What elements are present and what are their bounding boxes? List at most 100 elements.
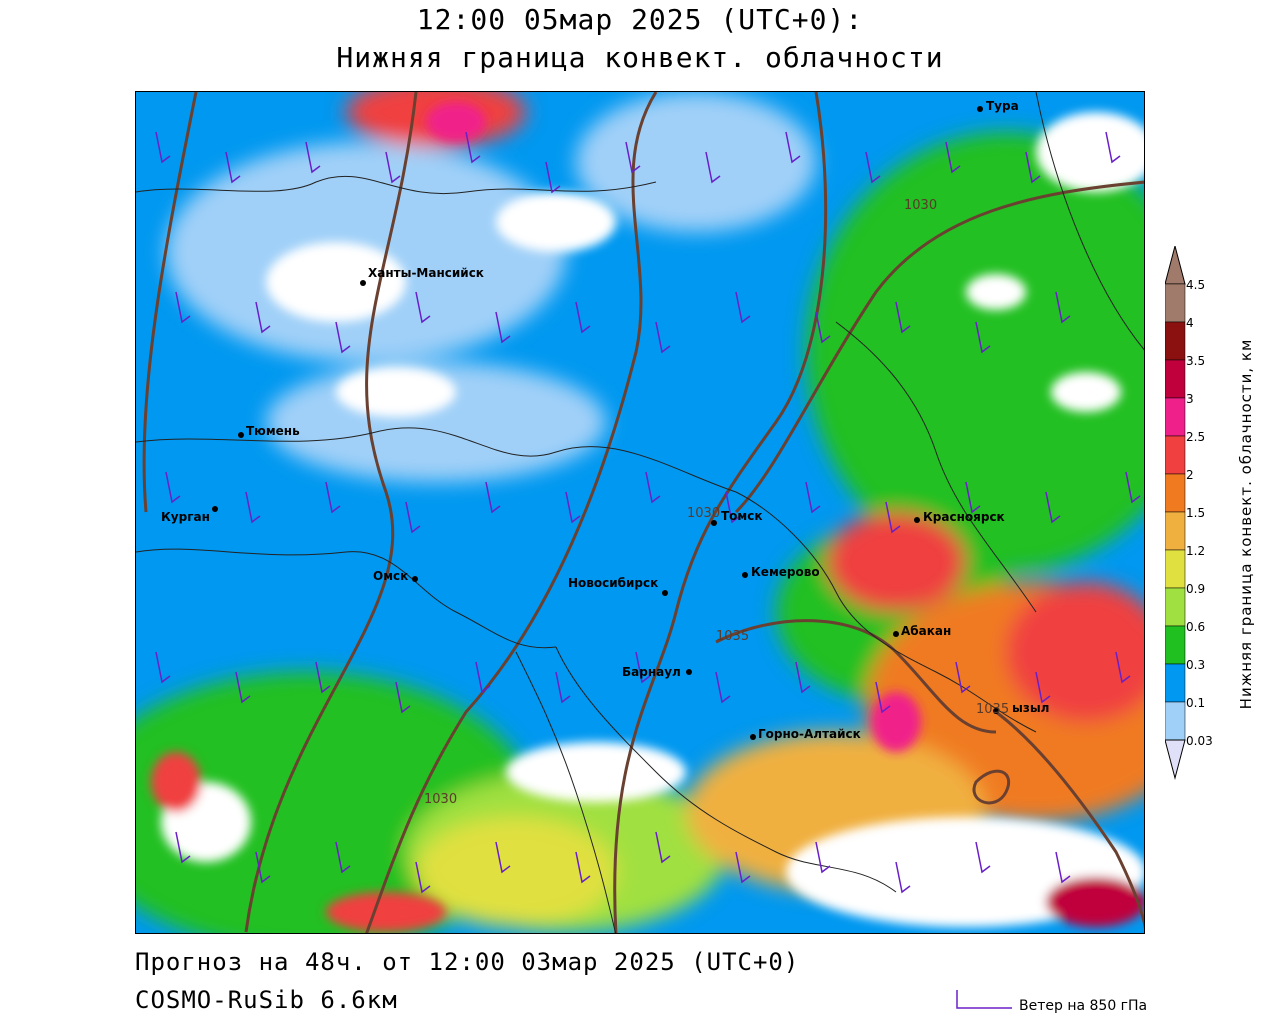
wind-barb — [1105, 131, 1121, 164]
wind-barb — [565, 491, 581, 524]
wind-legend: Ветер на 850 гПа — [952, 990, 1252, 1020]
wind-barb — [165, 471, 181, 504]
city-dot-tyumen — [238, 432, 244, 438]
colorbar-swatch — [1165, 625, 1186, 665]
wind-barb — [575, 301, 591, 334]
field-light-blue-n — [576, 92, 816, 232]
colorbar-bottom-arrow — [1165, 739, 1186, 780]
wind-barb — [1055, 291, 1071, 324]
spot-darkred-se — [1046, 877, 1144, 927]
isobar-line — [244, 92, 418, 933]
wind-barb — [245, 491, 261, 524]
spot-red-sw — [151, 752, 201, 812]
region-border — [555, 646, 897, 893]
colorbar-label: 4.5 — [1186, 278, 1206, 292]
colorbar-swatch — [1165, 587, 1186, 627]
wind-barb — [815, 311, 831, 344]
wind-barb — [255, 851, 271, 884]
wind-barb — [785, 131, 801, 164]
wind-barb — [575, 851, 591, 884]
wind-barb — [405, 501, 421, 534]
wind-barb — [975, 321, 991, 354]
colorbar — [1165, 246, 1195, 782]
wind-barb — [875, 681, 891, 714]
wind-barb — [975, 841, 991, 874]
wind-barb — [495, 841, 511, 874]
city-label-krasnoyarsk: Красноярск — [923, 510, 1005, 524]
wind-barb — [955, 661, 971, 694]
city-dot-gorno-altaysk — [750, 734, 756, 740]
wind-barb — [475, 661, 491, 694]
wind-barb — [865, 151, 881, 184]
colorbar-label: 0.3 — [1186, 658, 1206, 672]
city-label-kurgan: Курган — [161, 510, 210, 524]
wind-barb — [395, 681, 411, 714]
city-dot-omsk — [412, 576, 418, 582]
city-label-omsk: Омск — [373, 569, 409, 583]
region-border — [136, 175, 657, 195]
colorbar-top-arrow — [1165, 246, 1186, 285]
isobar-label: 1030 — [904, 198, 938, 213]
city-label-khanty-mansiysk: Ханты-Мансийск — [368, 266, 484, 280]
wind-barb — [555, 671, 571, 704]
city-dot-kemerovo — [742, 572, 748, 578]
wind-barb — [155, 131, 171, 164]
colorbar-label: 3 — [1186, 392, 1194, 406]
field-red-se — [1006, 582, 1144, 722]
wind-barb — [1055, 851, 1071, 884]
model-info: COSMO-RuSib 6.6км — [135, 986, 398, 1014]
isobar-line — [142, 92, 198, 513]
wind-barb-icon — [956, 990, 1012, 1009]
colorbar-label: 0.03 — [1186, 734, 1213, 748]
wind-barb — [795, 661, 811, 694]
isobar-line — [995, 710, 1144, 930]
wind-barb — [1045, 491, 1061, 524]
clear-1 — [266, 242, 406, 322]
colorbar-label: 4 — [1186, 316, 1194, 330]
region-borders — [136, 92, 1144, 933]
colorbar-title: Нижняя граница конвект. облачности, км — [1237, 338, 1255, 710]
region-border — [515, 651, 617, 933]
region-border — [136, 548, 557, 649]
wind-barb — [735, 291, 751, 324]
colorbar-swatch — [1165, 549, 1186, 589]
wind-barbs — [155, 131, 1141, 894]
field-green-east — [806, 132, 1144, 572]
wind-barb — [485, 481, 501, 514]
isobar-line — [972, 769, 1011, 805]
colorbar-swatch — [1165, 511, 1186, 551]
clear-2 — [496, 192, 616, 252]
colorbar-swatch — [1165, 435, 1186, 475]
isobar-label: 1035 — [976, 702, 1010, 717]
city-label-barnaul: Барнаул — [622, 665, 681, 679]
map-title: 12:00 05мар 2025 (UTC+0): — [416, 3, 864, 36]
wind-barb — [335, 841, 351, 874]
clear-5 — [506, 742, 686, 802]
field-yellow-s — [416, 817, 616, 927]
wind-barb — [325, 481, 341, 514]
wind-barb — [655, 321, 671, 354]
clear-9 — [1051, 372, 1121, 412]
wind-barb — [635, 651, 651, 684]
colorbar-label: 2 — [1186, 468, 1194, 482]
city-label-abakan: Абакан — [901, 624, 952, 638]
wind-barb — [725, 491, 741, 524]
wind-barb — [155, 651, 171, 684]
wind-barb — [1035, 671, 1051, 704]
wind-barb — [315, 661, 331, 694]
wind-barb — [945, 141, 961, 174]
city-dot-tura — [977, 106, 983, 112]
isobar-line — [734, 180, 1144, 514]
wind-barb — [705, 151, 721, 184]
wind-barb — [645, 471, 661, 504]
colorbar-swatch — [1165, 397, 1186, 437]
city-dot-abakan — [893, 631, 899, 637]
city-dot-khanty-mansiysk — [360, 280, 366, 286]
map-canvas — [136, 92, 1144, 933]
region-border — [1035, 92, 1144, 351]
isobar-label: 1030 — [687, 506, 721, 521]
wind-barb — [965, 481, 981, 514]
wind-barb — [655, 831, 671, 864]
isobar-label: 1030 — [424, 792, 458, 807]
city-dot-tomsk — [711, 520, 717, 526]
